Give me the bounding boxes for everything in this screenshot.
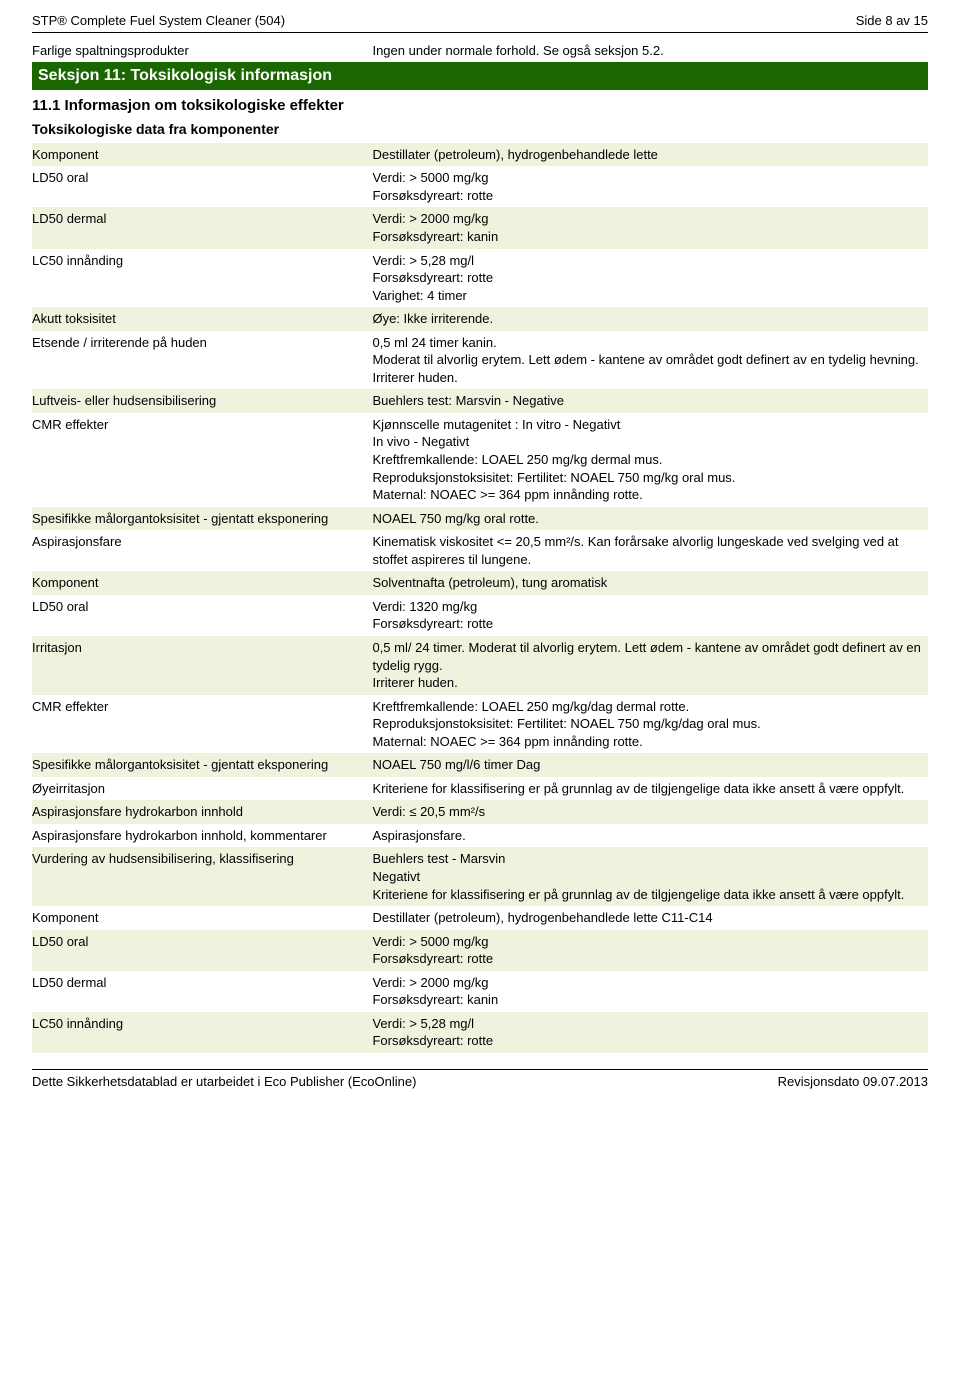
table-row: Luftveis- eller hudsensibiliseringBuehle… bbox=[32, 389, 928, 413]
table-row: LD50 oralVerdi: > 5000 mg/kgForsøksdyrea… bbox=[32, 166, 928, 207]
row-value: Verdi: > 5,28 mg/lForsøksdyreart: rotte bbox=[372, 1012, 928, 1053]
table-row: LD50 oralVerdi: 1320 mg/kgForsøksdyreart… bbox=[32, 595, 928, 636]
table-row: Vurdering av hudsensibilisering, klassif… bbox=[32, 847, 928, 906]
row-value: Verdi: ≤ 20,5 mm²/s bbox=[372, 800, 928, 824]
row-label: LD50 oral bbox=[32, 930, 372, 971]
row-label: CMR effekter bbox=[32, 695, 372, 754]
row-label: Aspirasjonsfare hydrokarbon innhold, kom… bbox=[32, 824, 372, 848]
row-label: Komponent bbox=[32, 906, 372, 930]
row-label: Øyeirritasjon bbox=[32, 777, 372, 801]
document-footer: Dette Sikkerhetsdatablad er utarbeidet i… bbox=[32, 1069, 928, 1091]
table-row: Spesifikke målorgantoksisitet - gjentatt… bbox=[32, 753, 928, 777]
page-indicator: Side 8 av 15 bbox=[856, 12, 928, 30]
table-row: CMR effekterKjønnscelle mutagenitet : In… bbox=[32, 413, 928, 507]
table-row: Akutt toksisitetØye: Ikke irriterende. bbox=[32, 307, 928, 331]
table-row: LD50 dermalVerdi: > 2000 mg/kgForsøksdyr… bbox=[32, 207, 928, 248]
row-value: 0,5 ml 24 timer kanin.Moderat til alvorl… bbox=[372, 331, 928, 390]
subsection-1: 11.1 Informasjon om toksikologiske effek… bbox=[32, 94, 928, 118]
row-label: LC50 innånding bbox=[32, 1012, 372, 1053]
row-label: Komponent bbox=[32, 143, 372, 167]
section-title: Seksjon 11: Toksikologisk informasjon bbox=[32, 62, 928, 90]
table-row: Etsende / irriterende på huden0,5 ml 24 … bbox=[32, 331, 928, 390]
table-row: KomponentDestillater (petroleum), hydrog… bbox=[32, 906, 928, 930]
table-row: Spesifikke målorgantoksisitet - gjentatt… bbox=[32, 507, 928, 531]
intro-label: Farlige spaltningsprodukter bbox=[32, 39, 372, 63]
row-value: Solventnafta (petroleum), tung aromatisk bbox=[372, 571, 928, 595]
row-label: Aspirasjonsfare bbox=[32, 530, 372, 571]
row-value: Verdi: > 5000 mg/kgForsøksdyreart: rotte bbox=[372, 930, 928, 971]
table-row: ØyeirritasjonKriteriene for klassifiseri… bbox=[32, 777, 928, 801]
table-row: Irritasjon0,5 ml/ 24 timer. Moderat til … bbox=[32, 636, 928, 695]
row-value: Verdi: > 5,28 mg/lForsøksdyreart: rotteV… bbox=[372, 249, 928, 308]
row-value: Verdi: 1320 mg/kgForsøksdyreart: rotte bbox=[372, 595, 928, 636]
footer-left: Dette Sikkerhetsdatablad er utarbeidet i… bbox=[32, 1073, 416, 1091]
row-label: Aspirasjonsfare hydrokarbon innhold bbox=[32, 800, 372, 824]
row-value: Destillater (petroleum), hydrogenbehandl… bbox=[372, 143, 928, 167]
intro-row: Farlige spaltningsprodukter Ingen under … bbox=[32, 39, 928, 63]
row-label: Vurdering av hudsensibilisering, klassif… bbox=[32, 847, 372, 906]
document-title: STP® Complete Fuel System Cleaner (504) bbox=[32, 12, 285, 30]
table-row: Aspirasjonsfare hydrokarbon innhold, kom… bbox=[32, 824, 928, 848]
table-row: Aspirasjonsfare hydrokarbon innholdVerdi… bbox=[32, 800, 928, 824]
row-label: LD50 dermal bbox=[32, 207, 372, 248]
row-label: LD50 dermal bbox=[32, 971, 372, 1012]
row-label: LD50 oral bbox=[32, 166, 372, 207]
row-label: Etsende / irriterende på huden bbox=[32, 331, 372, 390]
row-value: Kriteriene for klassifisering er på grun… bbox=[372, 777, 928, 801]
row-value: Destillater (petroleum), hydrogenbehandl… bbox=[372, 906, 928, 930]
row-value: Aspirasjonsfare. bbox=[372, 824, 928, 848]
row-value: Verdi: > 2000 mg/kgForsøksdyreart: kanin bbox=[372, 971, 928, 1012]
table-row: LC50 innåndingVerdi: > 5,28 mg/lForsøksd… bbox=[32, 249, 928, 308]
document-header: STP® Complete Fuel System Cleaner (504) … bbox=[32, 12, 928, 33]
row-label: Spesifikke målorgantoksisitet - gjentatt… bbox=[32, 753, 372, 777]
table-row: KomponentDestillater (petroleum), hydrog… bbox=[32, 143, 928, 167]
row-value: Verdi: > 2000 mg/kgForsøksdyreart: kanin bbox=[372, 207, 928, 248]
row-label: Irritasjon bbox=[32, 636, 372, 695]
table-row: LD50 dermalVerdi: > 2000 mg/kgForsøksdyr… bbox=[32, 971, 928, 1012]
row-label: Komponent bbox=[32, 571, 372, 595]
row-label: Luftveis- eller hudsensibilisering bbox=[32, 389, 372, 413]
row-value: NOAEL 750 mg/kg oral rotte. bbox=[372, 507, 928, 531]
subsection-2: Toksikologiske data fra komponenter bbox=[32, 118, 928, 143]
row-label: Akutt toksisitet bbox=[32, 307, 372, 331]
row-label: CMR effekter bbox=[32, 413, 372, 507]
table-row: AspirasjonsfareKinematisk viskositet <= … bbox=[32, 530, 928, 571]
row-value: Buehlers test: Marsvin - Negative bbox=[372, 389, 928, 413]
toxicology-table: KomponentDestillater (petroleum), hydrog… bbox=[32, 143, 928, 1053]
row-value: Kjønnscelle mutagenitet : In vitro - Neg… bbox=[372, 413, 928, 507]
row-value: NOAEL 750 mg/l/6 timer Dag bbox=[372, 753, 928, 777]
row-value: Buehlers test - MarsvinNegativtKriterien… bbox=[372, 847, 928, 906]
table-row: LD50 oralVerdi: > 5000 mg/kgForsøksdyrea… bbox=[32, 930, 928, 971]
row-value: Kinematisk viskositet <= 20,5 mm²/s. Kan… bbox=[372, 530, 928, 571]
table-row: KomponentSolventnafta (petroleum), tung … bbox=[32, 571, 928, 595]
intro-table: Farlige spaltningsprodukter Ingen under … bbox=[32, 39, 928, 63]
intro-value: Ingen under normale forhold. Se også sek… bbox=[372, 39, 928, 63]
row-label: LC50 innånding bbox=[32, 249, 372, 308]
row-value: Øye: Ikke irriterende. bbox=[372, 307, 928, 331]
table-row: CMR effekterKreftfremkallende: LOAEL 250… bbox=[32, 695, 928, 754]
row-label: Spesifikke målorgantoksisitet - gjentatt… bbox=[32, 507, 372, 531]
row-value: Verdi: > 5000 mg/kgForsøksdyreart: rotte bbox=[372, 166, 928, 207]
footer-right: Revisjonsdato 09.07.2013 bbox=[778, 1073, 928, 1091]
row-value: 0,5 ml/ 24 timer. Moderat til alvorlig e… bbox=[372, 636, 928, 695]
table-row: LC50 innåndingVerdi: > 5,28 mg/lForsøksd… bbox=[32, 1012, 928, 1053]
row-label: LD50 oral bbox=[32, 595, 372, 636]
row-value: Kreftfremkallende: LOAEL 250 mg/kg/dag d… bbox=[372, 695, 928, 754]
